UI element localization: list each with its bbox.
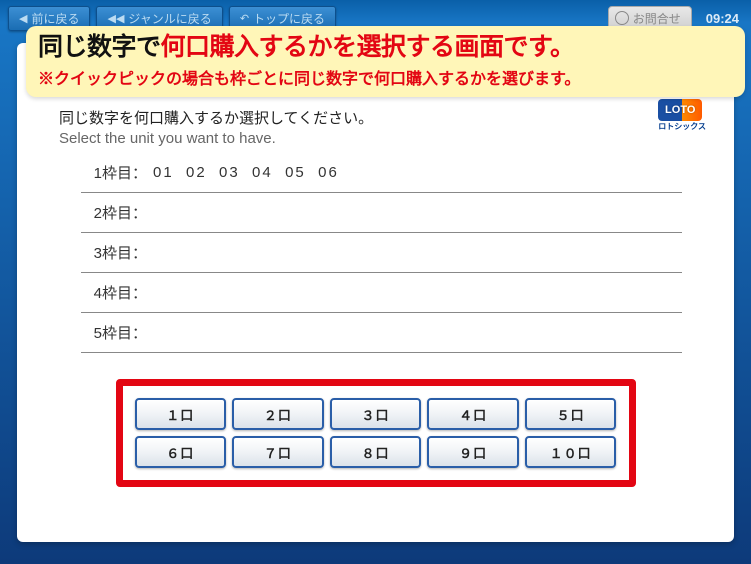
banner-title-red: 何口購入するかを選択する画面です。 bbox=[161, 33, 575, 61]
genre-label: ジャンルに戻る bbox=[128, 10, 211, 27]
top-label: トップに戻る bbox=[253, 10, 325, 27]
banner-title: 同じ数字で何口購入するかを選択する画面です。 bbox=[38, 32, 733, 63]
slot-row: 4枠目： bbox=[81, 273, 682, 313]
slot-label: 4枠目： bbox=[81, 282, 151, 303]
unit-button-2[interactable]: ２口 bbox=[232, 398, 324, 430]
unit-button-1[interactable]: １口 bbox=[135, 398, 227, 430]
unit-button-4[interactable]: ４口 bbox=[427, 398, 519, 430]
slot-label: 5枠目： bbox=[81, 322, 151, 343]
slot-list: 1枠目： 01 02 03 04 05 06 2枠目： 3枠目： 4枠目： 5枠… bbox=[81, 153, 682, 353]
unit-button-3[interactable]: ３口 bbox=[330, 398, 422, 430]
double-chevron-left-icon: ◀◀ bbox=[107, 12, 124, 25]
instruction-en: Select the unit you want to have. bbox=[59, 130, 692, 147]
banner-sub: ※クイックピックの場合も枠ごとに同じ数字で何口購入するかを選びます。 bbox=[38, 65, 733, 89]
unit-button-5[interactable]: ５口 bbox=[525, 398, 617, 430]
loto-logo-mark: LOTO bbox=[658, 99, 702, 121]
slot-label: 1枠目： bbox=[81, 162, 151, 183]
unit-button-7[interactable]: ７口 bbox=[232, 436, 324, 468]
loto-logo-text: ロトシックス bbox=[658, 123, 706, 131]
unit-button-6[interactable]: ６口 bbox=[135, 436, 227, 468]
loto-logo: LOTO ロトシックス bbox=[658, 99, 706, 131]
phone-icon bbox=[615, 11, 629, 25]
slot-row: 3枠目： bbox=[81, 233, 682, 273]
slot-label: 3枠目： bbox=[81, 242, 151, 263]
clock: 09:24 bbox=[706, 11, 739, 26]
unit-button-10[interactable]: １０口 bbox=[525, 436, 617, 468]
slot-numbers: 01 02 03 04 05 06 bbox=[151, 164, 339, 181]
main-panel: LOTO ロトシックス 同じ数字を何口購入するか選択してください。 Select… bbox=[17, 43, 734, 542]
instruction-ja: 同じ数字を何口購入するか選択してください。 bbox=[59, 107, 692, 128]
back-label: 前に戻る bbox=[31, 10, 79, 27]
contact-label: お問合せ bbox=[633, 10, 681, 27]
info-banner: 同じ数字で何口購入するかを選択する画面です。 ※クイックピックの場合も枠ごとに同… bbox=[26, 26, 745, 97]
slot-row: 1枠目： 01 02 03 04 05 06 bbox=[81, 153, 682, 193]
chevron-left-icon: ◀ bbox=[19, 12, 27, 25]
slot-row: 5枠目： bbox=[81, 313, 682, 353]
unit-keypad: １口 ２口 ３口 ４口 ５口 ６口 ７口 ８口 ９口 １０口 bbox=[116, 379, 636, 487]
slot-label: 2枠目： bbox=[81, 202, 151, 223]
unit-button-8[interactable]: ８口 bbox=[330, 436, 422, 468]
slot-row: 2枠目： bbox=[81, 193, 682, 233]
undo-icon: ↶ bbox=[240, 12, 249, 25]
unit-button-9[interactable]: ９口 bbox=[427, 436, 519, 468]
banner-title-dark: 同じ数字で bbox=[38, 33, 161, 61]
